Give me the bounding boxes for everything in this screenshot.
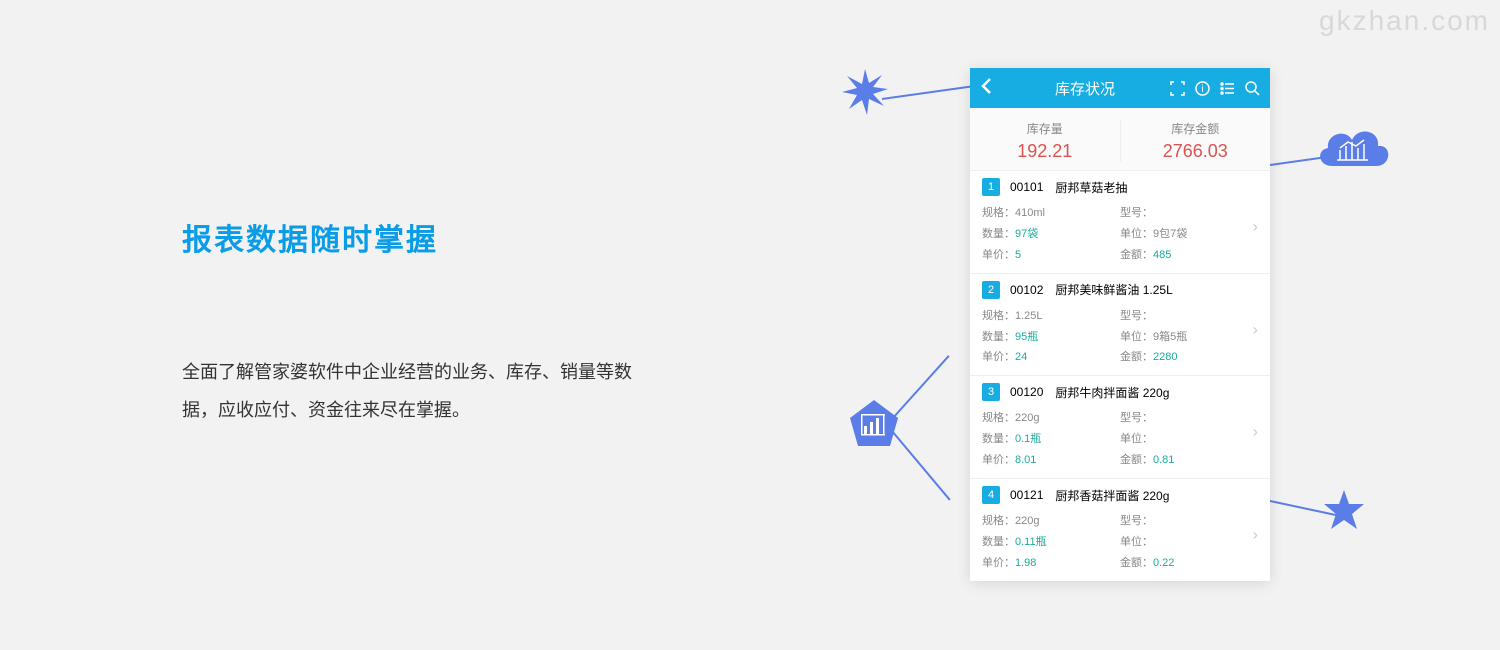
phone-screenshot: 库存状况 i 库存量 192.21 库存金额 2766.03 1 00101 厨邦草… [970, 68, 1270, 581]
amount-row: 金额：485 [1120, 245, 1258, 266]
summary-amt-value: 2766.03 [1121, 141, 1271, 162]
item-number-badge: 1 [982, 178, 1000, 196]
unit-row: 单位： [1120, 532, 1258, 553]
amount-row: 金额：2280 [1120, 347, 1258, 368]
headline: 报表数据随时掌握 [182, 215, 642, 259]
inventory-list: 100101厨邦草菇老抽规格：410ml数量：97袋单价：5型号：单位：9包7袋… [970, 170, 1270, 581]
item-code: 00120 [1010, 385, 1043, 399]
item-name: 厨邦牛肉拌面酱 220g [1055, 384, 1169, 401]
connector-line [882, 85, 971, 100]
price-row: 单价：5 [982, 245, 1120, 266]
amount-row: 金额：0.22 [1120, 553, 1258, 574]
inventory-item[interactable]: 4 00121 厨邦香菇拌面酱 220g 规格：220g数量：0.11瓶单价：1.98… [970, 478, 1270, 581]
model-row: 型号： [1120, 408, 1258, 429]
model-row: 型号： [1120, 306, 1258, 327]
app-header: 库存状况 i [970, 68, 1270, 108]
item-number-badge: 2 [982, 281, 1000, 299]
unit-row: 单位：9箱5瓶 [1120, 327, 1258, 348]
item-body: 规格：410ml数量：97袋单价：5型号：单位：9包7袋金额：485 [970, 201, 1270, 273]
qty-row: 数量：95瓶 [982, 327, 1120, 348]
item-header: 3 00120 厨邦牛肉拌面酱 220g [970, 376, 1270, 406]
item-header: 4 00121 厨邦香菇拌面酱 220g [970, 479, 1270, 509]
amount-row: 金额：0.81 [1120, 450, 1258, 471]
starburst-decoration [840, 67, 890, 122]
qty-row: 数量：0.1瓶 [982, 429, 1120, 450]
unit-row: 单位： [1120, 429, 1258, 450]
body-text: 全面了解管家婆软件中企业经营的业务、库存、销量等数据，应收应付、资金往来尽在掌握… [182, 354, 642, 430]
scan-icon[interactable] [1170, 81, 1185, 96]
model-row: 型号： [1120, 203, 1258, 224]
summary-qty-label: 库存量 [970, 120, 1120, 137]
info-icon[interactable]: i [1195, 81, 1210, 96]
inventory-item[interactable]: 1 00101 厨邦草菇老抽规格：410ml数量：97袋单价：5型号：单位：9包7袋… [970, 170, 1270, 273]
item-header: 1 00101 厨邦草菇老抽 [970, 171, 1270, 201]
cloud-chart-icon [1312, 120, 1394, 183]
summary-qty: 库存量 192.21 [970, 120, 1121, 162]
svg-text:i: i [1201, 84, 1203, 95]
price-row: 单价：8.01 [982, 450, 1120, 471]
back-icon[interactable] [980, 75, 992, 101]
search-icon[interactable] [1245, 81, 1260, 96]
inventory-item[interactable]: 2 00102 厨邦美味鲜酱油 1.25L 规格：1.25L数量：95瓶单价：24型号… [970, 273, 1270, 376]
item-number-badge: 3 [982, 383, 1000, 401]
text-panel: 报表数据随时掌握 全面了解管家婆软件中企业经营的业务、库存、销量等数据，应收应付… [182, 215, 642, 430]
screen-title: 库存状况 [1000, 78, 1170, 99]
item-code: 00121 [1010, 488, 1043, 502]
summary-amt: 库存金额 2766.03 [1121, 120, 1271, 162]
price-row: 单价：1.98 [982, 553, 1120, 574]
summary-panel: 库存量 192.21 库存金额 2766.03 [970, 108, 1270, 170]
item-header: 2 00102 厨邦美味鲜酱油 1.25L [970, 274, 1270, 304]
chevron-right-icon: › [1253, 526, 1258, 544]
unit-row: 单位：9包7袋 [1120, 224, 1258, 245]
spec-row: 规格：410ml [982, 203, 1120, 224]
item-code: 00102 [1010, 283, 1043, 297]
item-body: 规格：220g数量：0.11瓶单价：1.98型号：单位：金额：0.22 [970, 509, 1270, 581]
spec-row: 规格：220g [982, 511, 1120, 532]
price-row: 单价：24 [982, 347, 1120, 368]
spec-row: 规格：220g [982, 408, 1120, 429]
item-name: 厨邦香菇拌面酱 220g [1055, 487, 1169, 504]
summary-qty-value: 192.21 [970, 141, 1120, 162]
item-body: 规格：1.25L数量：95瓶单价：24型号：单位：9箱5瓶金额：2280 [970, 304, 1270, 376]
item-number-badge: 4 [982, 486, 1000, 504]
item-name: 厨邦草菇老抽 [1055, 179, 1127, 196]
list-icon[interactable] [1220, 81, 1235, 96]
chevron-right-icon: › [1253, 321, 1258, 339]
spec-row: 规格：1.25L [982, 306, 1120, 327]
qty-row: 数量：97袋 [982, 224, 1120, 245]
chevron-right-icon: › [1253, 218, 1258, 236]
inventory-item[interactable]: 3 00120 厨邦牛肉拌面酱 220g 规格：220g数量：0.1瓶单价：8.01型… [970, 375, 1270, 478]
summary-amt-label: 库存金额 [1121, 120, 1271, 137]
model-row: 型号： [1120, 511, 1258, 532]
pentagon-chart-icon [846, 396, 902, 452]
chevron-right-icon: › [1253, 424, 1258, 442]
star-decoration [1322, 488, 1366, 537]
item-name: 厨邦美味鲜酱油 1.25L [1055, 281, 1172, 298]
item-code: 00101 [1010, 180, 1043, 194]
item-body: 规格：220g数量：0.1瓶单价：8.01型号：单位：金额：0.81 [970, 406, 1270, 478]
watermark-text: gkzhan.com [1319, 5, 1490, 37]
qty-row: 数量：0.11瓶 [982, 532, 1120, 553]
